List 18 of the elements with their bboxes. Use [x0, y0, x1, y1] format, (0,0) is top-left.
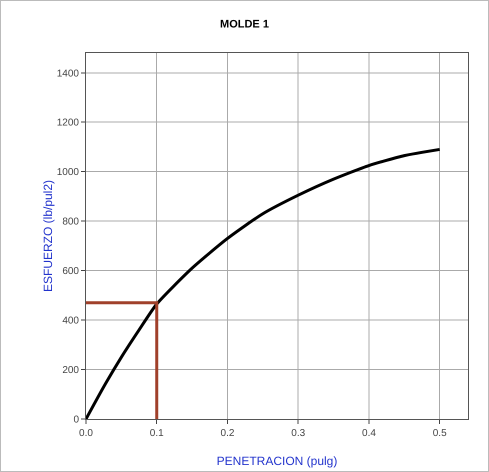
- y-tick-label: 1000: [56, 167, 80, 178]
- y-tick-label: 200: [62, 365, 80, 376]
- x-tick-label: 0.2: [220, 428, 235, 439]
- line-series: [86, 148, 442, 419]
- x-tick-label: 0.3: [291, 428, 306, 439]
- x-axis-title: PENETRACION (pulg): [216, 454, 338, 468]
- y-tick-label: 0: [73, 414, 80, 426]
- x-tick-label: 0.5: [432, 428, 448, 439]
- y-tick-label: 400: [62, 316, 80, 327]
- x-tick-label: 0.4: [362, 428, 376, 439]
- y-tick-label: 600: [62, 266, 80, 278]
- y-tick-label: 1200: [56, 118, 80, 129]
- y-axis-title: ESFUERZO (lb/pul2): [40, 180, 55, 292]
- x-tick-label: 0.1: [150, 428, 164, 439]
- chart-title: MOLDE 1: [220, 18, 269, 30]
- x-tick-label: 0.0: [79, 428, 94, 439]
- y-tick-label: 1400: [56, 68, 80, 80]
- y-tick-label: 800: [62, 216, 80, 228]
